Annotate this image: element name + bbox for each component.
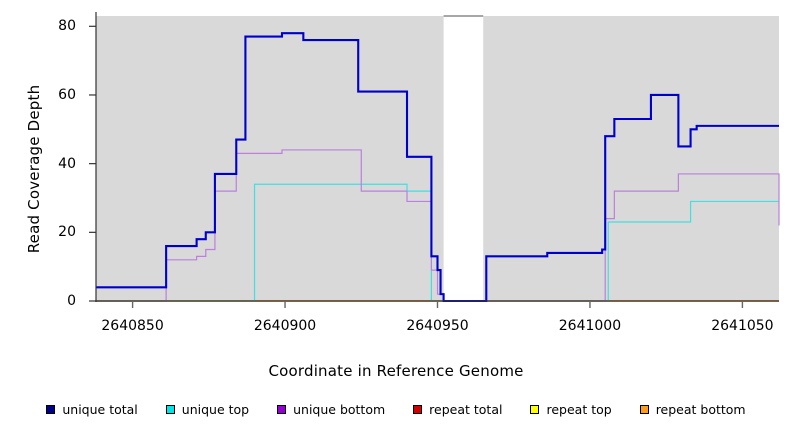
- legend-item-unique-top: unique top: [165, 401, 250, 417]
- legend-swatch-icon: [46, 404, 56, 414]
- no-data-gap-region: [443, 16, 484, 301]
- legend-swatch-icon: [165, 404, 175, 414]
- series-line-unique-bottom: [96, 149, 780, 302]
- x-axis-title: Coordinate in Reference Genome: [268, 362, 524, 380]
- legend-swatch-icon: [530, 404, 540, 414]
- y-tick-label: 0: [67, 293, 76, 309]
- legend-label: repeat top: [546, 401, 612, 417]
- legend-label: unique bottom: [293, 401, 386, 417]
- y-axis-title: Read Coverage Depth: [25, 84, 43, 254]
- legend-label: repeat total: [429, 401, 503, 417]
- legend-item-repeat-top: repeat top: [530, 401, 612, 417]
- x-tick-label: 2641000: [558, 318, 622, 334]
- y-tick-label: 40: [58, 155, 76, 172]
- x-tick-label: 2641050: [711, 318, 774, 334]
- chart-legend: unique total unique top unique bottom repea…: [0, 398, 792, 420]
- legend-item-unique-total: unique total: [46, 401, 138, 417]
- legend-label: unique total: [62, 401, 138, 417]
- y-tick-label: 20: [58, 224, 76, 241]
- legend-swatch-icon: [277, 404, 287, 414]
- legend-swatch-icon: [639, 404, 649, 414]
- x-tick-label: 2640950: [406, 318, 469, 334]
- panel-background: [96, 16, 779, 301]
- legend-swatch-icon: [413, 404, 423, 414]
- y-tick-label: 80: [58, 18, 76, 35]
- series-line-unique-total: [96, 32, 779, 303]
- x-tick-label: 2640900: [253, 318, 317, 334]
- legend-label: repeat bottom: [655, 401, 746, 417]
- legend-label: unique top: [181, 401, 250, 417]
- y-tick-label: 60: [58, 86, 76, 103]
- legend-item-unique-bottom: unique bottom: [277, 402, 385, 417]
- legend-item-repeat-total: repeat total: [413, 402, 502, 417]
- legend-item-repeat-bottom: repeat bottom: [639, 401, 746, 417]
- x-tick-label: 2640850: [101, 318, 164, 334]
